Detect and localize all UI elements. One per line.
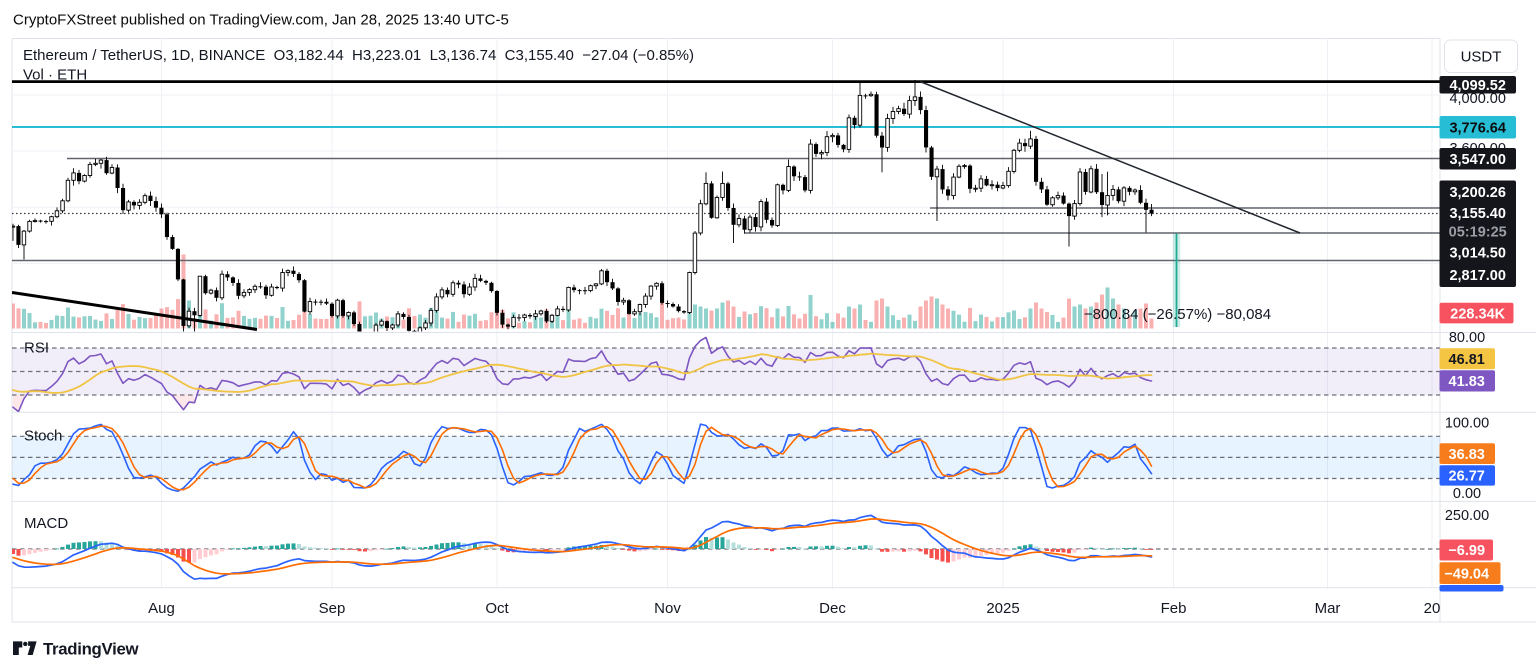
- svg-text:Aug: Aug: [148, 600, 175, 617]
- svg-text:3,547.00: 3,547.00: [1449, 152, 1505, 168]
- svg-text:CryptoFXStreet published on Tr: CryptoFXStreet published on TradingView.…: [13, 12, 509, 29]
- svg-text:3,155.40: 3,155.40: [1449, 206, 1505, 222]
- svg-text:Oct: Oct: [485, 600, 509, 617]
- svg-text:−800.84 (−26.57%) −80,084: −800.84 (−26.57%) −80,084: [1084, 306, 1271, 323]
- svg-text:RSI: RSI: [24, 340, 49, 357]
- svg-text:228.34K: 228.34K: [1450, 306, 1505, 322]
- svg-text:05:19:25: 05:19:25: [1449, 224, 1507, 240]
- svg-text:100.00: 100.00: [1445, 416, 1489, 432]
- svg-text:0.00: 0.00: [1453, 486, 1481, 502]
- svg-text:26.77: 26.77: [1449, 469, 1485, 485]
- svg-text:250.00: 250.00: [1445, 508, 1489, 524]
- svg-text:3,014.50: 3,014.50: [1449, 246, 1505, 262]
- svg-text:Feb: Feb: [1161, 600, 1187, 617]
- svg-text:2025: 2025: [986, 600, 1019, 617]
- svg-text:36.83: 36.83: [1449, 447, 1485, 463]
- svg-text:MACD: MACD: [24, 515, 68, 532]
- svg-text:Nov: Nov: [654, 600, 681, 617]
- svg-text:Dec: Dec: [819, 600, 846, 617]
- svg-text:4,000.00: 4,000.00: [1449, 91, 1505, 107]
- svg-text:80.00: 80.00: [1449, 330, 1485, 346]
- svg-text:20: 20: [1424, 600, 1441, 617]
- svg-text:Sep: Sep: [319, 600, 346, 617]
- svg-text:−49.04: −49.04: [1444, 566, 1489, 582]
- svg-text:41.83: 41.83: [1449, 374, 1485, 390]
- svg-text:Ethereum / TetherUS, 1D, BINAN: Ethereum / TetherUS, 1D, BINANCE O3,182.…: [23, 47, 694, 64]
- svg-text:Vol · ETH: Vol · ETH: [23, 67, 87, 84]
- svg-text:3,776.64: 3,776.64: [1449, 121, 1505, 137]
- svg-text:USDT: USDT: [1461, 49, 1502, 66]
- svg-text:2,817.00: 2,817.00: [1449, 268, 1505, 284]
- svg-text:Mar: Mar: [1315, 600, 1341, 617]
- svg-text:46.81: 46.81: [1449, 352, 1485, 368]
- svg-text:4,099.52: 4,099.52: [1449, 78, 1505, 94]
- svg-text:TradingView: TradingView: [43, 640, 139, 659]
- svg-text:3,200.26: 3,200.26: [1449, 185, 1505, 201]
- svg-text:−6.99: −6.99: [1448, 543, 1485, 559]
- svg-text:Stoch: Stoch: [24, 428, 62, 445]
